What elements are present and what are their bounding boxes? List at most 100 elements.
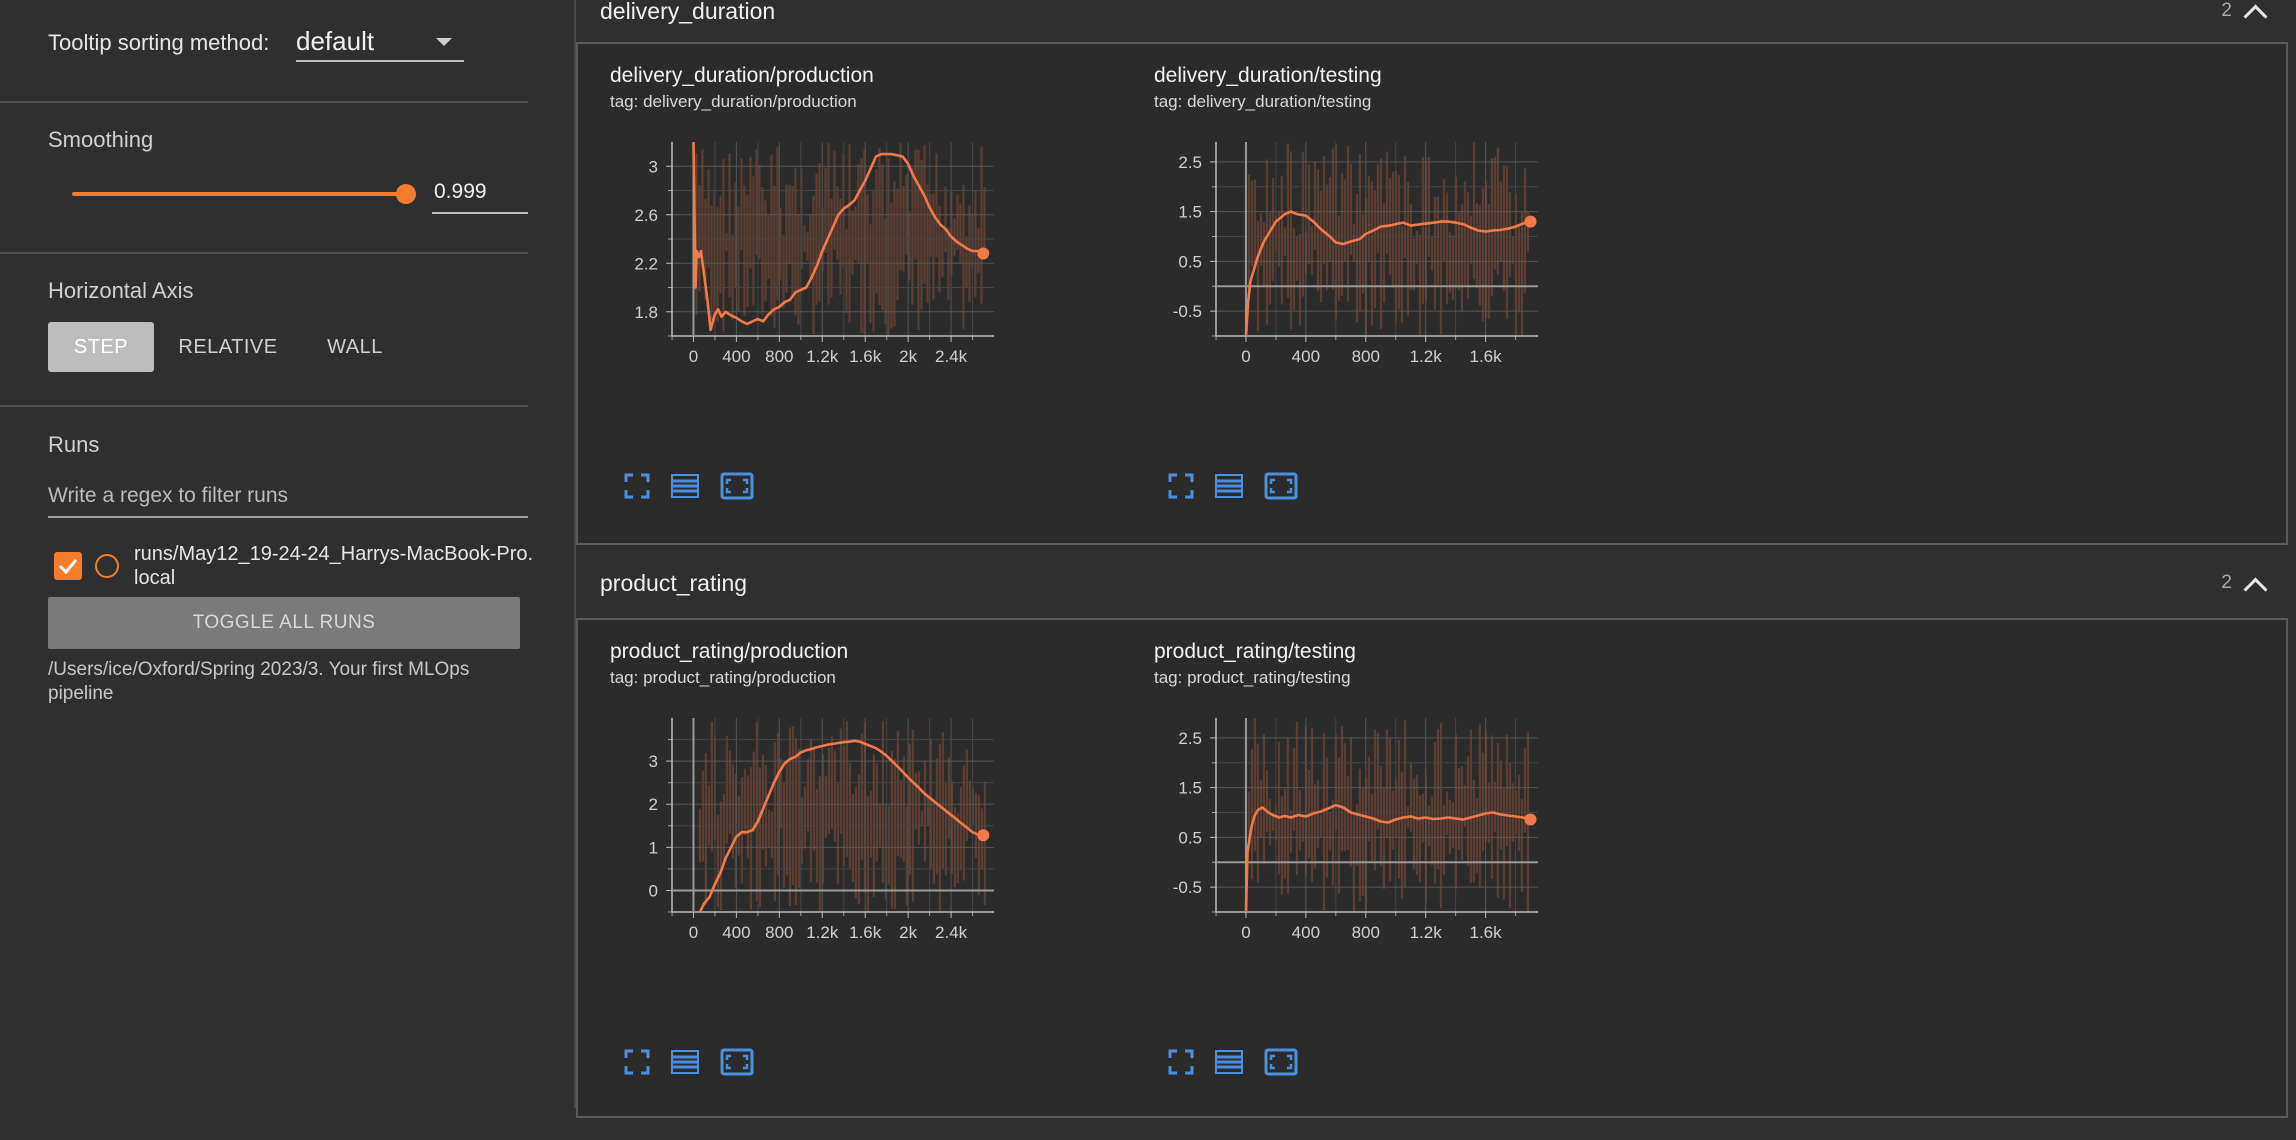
- x-tick-label: 0: [1241, 923, 1250, 942]
- y-tick-label: 0: [649, 881, 658, 900]
- smoothing-slider-thumb[interactable]: [396, 184, 416, 204]
- series-line: [698, 739, 984, 913]
- x-tick-label: 1.6k: [1470, 347, 1503, 366]
- chevron-up-icon[interactable]: [2243, 577, 2268, 602]
- series-line: [1244, 210, 1531, 337]
- y-tick-label: 3: [649, 157, 658, 176]
- series-line: [692, 141, 984, 332]
- x-tick-label: 1.2k: [806, 923, 839, 942]
- x-tick-label: 400: [722, 923, 750, 942]
- x-tick-label: 2.4k: [935, 347, 968, 366]
- y-tick-label: 1.5: [1178, 779, 1202, 798]
- fullscreen-icon[interactable]: [622, 471, 652, 501]
- series-end-point: [977, 247, 990, 260]
- runs-filter-input[interactable]: Write a regex to filter runs: [48, 480, 528, 518]
- smoothing-label: Smoothing: [48, 127, 154, 152]
- chart-card: product_rating/production tag: product_r…: [578, 620, 1098, 1140]
- data-table-icon[interactable]: [670, 471, 700, 501]
- run-color-circle[interactable]: [95, 554, 119, 578]
- tooltip-sorting-value: default: [296, 26, 375, 56]
- chart-card: product_rating/testing tag: product_rati…: [1122, 620, 1642, 1140]
- axis-wall-button[interactable]: WALL: [327, 336, 383, 358]
- logdir-path: /Users/ice/Oxford/Spring 2023/3. Your fi…: [48, 659, 470, 704]
- y-tick-label: 1.5: [1178, 203, 1202, 222]
- chart-tag: tag: delivery_duration/production: [610, 92, 857, 111]
- chart-plot[interactable]: 0 400 800 1.2k 1.6k -0.5 0.5 1.5 2.5: [1122, 620, 1642, 1020]
- fit-domain-icon[interactable]: [1264, 1047, 1298, 1077]
- fit-domain-icon[interactable]: [1264, 471, 1298, 501]
- x-tick-label: 800: [765, 347, 793, 366]
- section-card-delivery-duration: delivery_duration/production tag: delive…: [576, 42, 2288, 545]
- chart-tag: tag: product_rating/production: [610, 668, 836, 687]
- y-tick-label: 1: [649, 838, 658, 857]
- chart-tag: tag: product_rating/testing: [1154, 668, 1351, 687]
- x-tick-label: 1.6k: [1470, 923, 1503, 942]
- x-tick-label: 400: [722, 347, 750, 366]
- x-tick-label: 400: [1292, 347, 1320, 366]
- chart-toolbar: [622, 1047, 754, 1083]
- fullscreen-icon[interactable]: [622, 1047, 652, 1077]
- sidebar: Tooltip sorting method: default Smoothin…: [0, 0, 576, 1108]
- divider: [0, 252, 528, 254]
- data-table-icon[interactable]: [1214, 1047, 1244, 1077]
- horizontal-axis-label: Horizontal Axis: [48, 278, 194, 303]
- x-tick-label: 0: [689, 923, 698, 942]
- series-end-point: [1524, 813, 1537, 826]
- y-tick-label: 3: [649, 752, 658, 771]
- chart-plot[interactable]: 0 400 800 1.2k 1.6k -0.5 0.5 1.5 2.5: [1122, 44, 1642, 444]
- x-tick-label: 1.6k: [849, 347, 882, 366]
- chart-title: product_rating/production: [610, 640, 849, 663]
- chart-tag: tag: delivery_duration/testing: [1154, 92, 1372, 111]
- tooltip-sorting-label: Tooltip sorting method:: [48, 30, 270, 55]
- chart-card: delivery_duration/production tag: delive…: [578, 44, 1098, 564]
- chart-title: delivery_duration/production: [610, 64, 874, 87]
- main-panel: delivery_duration 2 delivery_duration/pr…: [576, 0, 2296, 1118]
- x-tick-label: 0: [689, 347, 698, 366]
- data-table-icon[interactable]: [1214, 471, 1244, 501]
- divider: [0, 405, 528, 407]
- toggle-all-runs-button[interactable]: TOGGLE ALL RUNS: [48, 597, 520, 649]
- x-tick-label: 1.6k: [849, 923, 882, 942]
- section-card-product-rating: product_rating/production tag: product_r…: [576, 618, 2288, 1118]
- fit-domain-icon[interactable]: [720, 471, 754, 501]
- runs-label: Runs: [48, 432, 100, 457]
- fullscreen-icon[interactable]: [1166, 471, 1196, 501]
- x-tick-label: 800: [1352, 923, 1380, 942]
- section-title: product_rating: [600, 570, 748, 596]
- fullscreen-icon[interactable]: [1166, 1047, 1196, 1077]
- tooltip-sorting-select[interactable]: default: [296, 22, 464, 62]
- run-checkbox[interactable]: [54, 552, 82, 580]
- axis-relative-button[interactable]: RELATIVE: [178, 336, 278, 358]
- smoothing-input[interactable]: 0.999: [432, 174, 528, 214]
- chevron-down-icon: [436, 38, 452, 46]
- y-tick-label: 0.5: [1178, 828, 1202, 847]
- x-tick-label: 800: [1352, 347, 1380, 366]
- series-end-point: [977, 829, 990, 842]
- chart-toolbar: [622, 471, 754, 507]
- chart-toolbar: [1166, 1047, 1298, 1083]
- x-tick-label: 0: [1241, 347, 1250, 366]
- series-end-point: [1524, 215, 1537, 228]
- section-count: 2: [2221, 0, 2232, 21]
- y-tick-label: 2: [649, 795, 658, 814]
- x-tick-label: 2k: [899, 923, 917, 942]
- smoothing-slider-track[interactable]: [72, 192, 406, 196]
- section-header-product-rating[interactable]: product_rating 2: [576, 553, 2288, 611]
- x-tick-label: 2k: [899, 347, 917, 366]
- y-tick-label: 2.5: [1178, 153, 1202, 172]
- x-tick-label: 800: [765, 923, 793, 942]
- chart-title: product_rating/testing: [1154, 640, 1356, 663]
- chart-plot[interactable]: 0 400 800 1.2k 1.6k 2k 2.4k 1.8 2.2 2.6 3: [578, 44, 1098, 444]
- chart-plot[interactable]: 0 400 800 1.2k 1.6k 2k 2.4k 0 1 2 3: [578, 620, 1098, 1020]
- fit-domain-icon[interactable]: [720, 1047, 754, 1077]
- chevron-up-icon[interactable]: [2243, 4, 2268, 29]
- chart-card: delivery_duration/testing tag: delivery_…: [1122, 44, 1642, 564]
- run-name: runs/May12_19-24-24_Harrys-MacBook-Pro.l…: [134, 543, 534, 589]
- divider: [0, 101, 528, 103]
- x-tick-label: 1.2k: [1410, 923, 1443, 942]
- x-tick-label: 1.2k: [1410, 347, 1443, 366]
- data-table-icon[interactable]: [670, 1047, 700, 1077]
- x-tick-label: 400: [1292, 923, 1320, 942]
- section-header-delivery-duration[interactable]: delivery_duration 2: [576, 0, 2288, 36]
- axis-step-button[interactable]: STEP: [48, 322, 154, 372]
